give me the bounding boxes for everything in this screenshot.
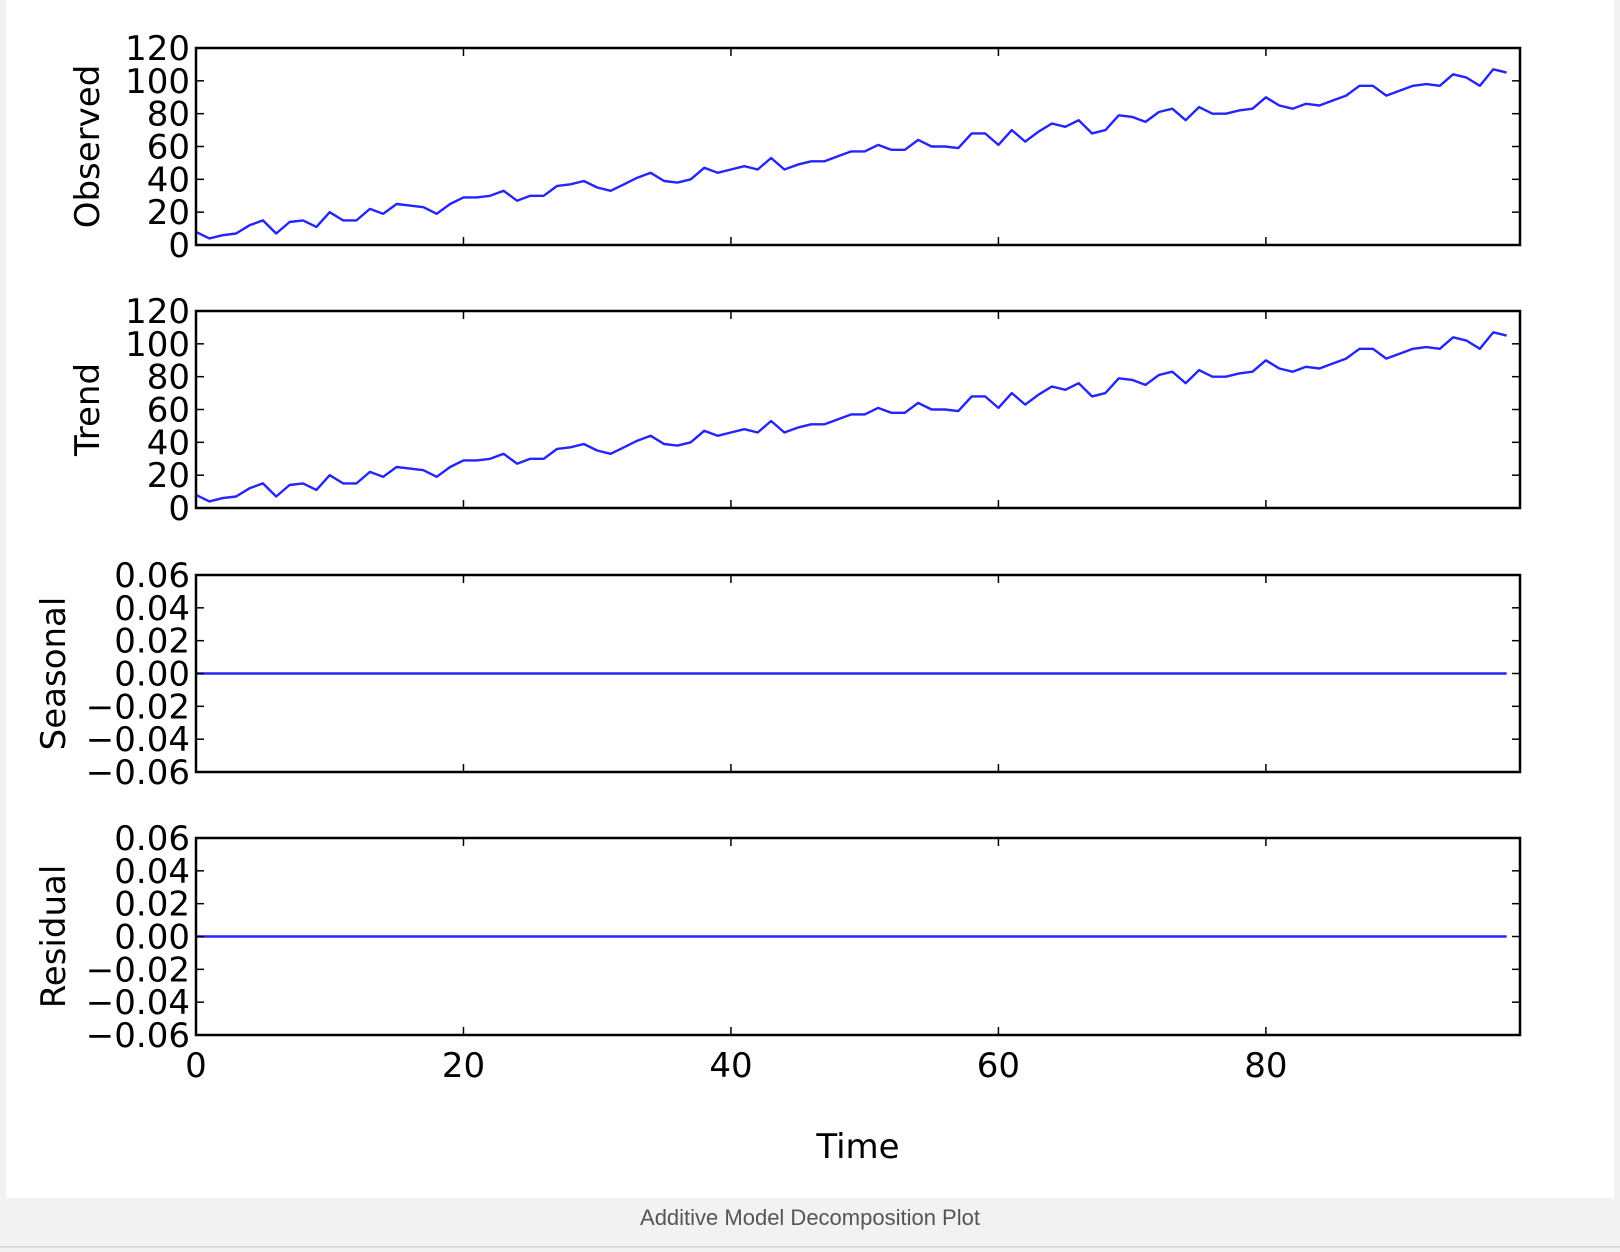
decomposition-figure: 020406080100120Observed020406080100120Tr… xyxy=(34,29,1522,1167)
y-tick-label: 0.04 xyxy=(114,589,190,629)
y-tick-label: −0.04 xyxy=(86,720,190,760)
y-tick-label: 80 xyxy=(147,358,190,398)
seasonal-ylabel: Seasonal xyxy=(34,597,74,751)
y-tick-label: −0.06 xyxy=(86,1016,190,1056)
x-tick-label: 40 xyxy=(709,1046,752,1086)
y-tick-label: 120 xyxy=(125,292,190,332)
y-tick-label: 0.00 xyxy=(114,655,190,695)
x-tick-label: 20 xyxy=(442,1046,485,1086)
observed-series-line xyxy=(195,68,1507,240)
y-tick-label: 0.06 xyxy=(114,819,190,859)
y-tick-label: 0.02 xyxy=(114,622,190,662)
y-tick-label: 100 xyxy=(125,325,190,365)
trend-axes-frame xyxy=(194,309,1522,510)
y-tick-label: 0.00 xyxy=(114,918,190,958)
y-tick-label: 60 xyxy=(147,391,190,431)
residual-ylabel: Residual xyxy=(34,865,74,1009)
x-tick-label: 0 xyxy=(185,1046,207,1086)
x-axis-title: Time xyxy=(815,1127,899,1167)
y-tick-label: 0.04 xyxy=(114,852,190,892)
y-tick-label: 120 xyxy=(125,29,190,69)
observed-ylabel: Observed xyxy=(68,65,108,229)
subplot-residual: −0.06−0.04−0.020.000.020.040.06 0 20 40 60 80… xyxy=(34,819,1522,1086)
y-tick-label: 100 xyxy=(125,62,190,102)
y-tick-label: 40 xyxy=(147,160,190,200)
figure-panel: 0 20 40 60 80 100 120 Observed 0 20 40 60 80 100 120 Tr… xyxy=(6,0,1614,1198)
y-tick-label: −0.04 xyxy=(86,983,190,1023)
subplot-seasonal: −0.06−0.04−0.020.000.020.040.06 Seasonal xyxy=(34,556,1522,793)
divider xyxy=(0,1246,1620,1248)
trend-series-line xyxy=(195,331,1507,503)
y-tick-label: −0.06 xyxy=(86,753,190,793)
y-tick-label: 20 xyxy=(147,456,190,496)
y-tick-label: −0.02 xyxy=(86,687,190,727)
x-tick-label: 60 xyxy=(977,1046,1020,1086)
y-tick-label: 40 xyxy=(147,423,190,463)
y-tick-label: 80 xyxy=(147,95,190,135)
y-tick-label: 60 xyxy=(147,128,190,168)
y-tick-label: 0 xyxy=(168,226,190,266)
y-tick-label: 20 xyxy=(147,193,190,233)
y-tick-label: 0.06 xyxy=(114,556,190,596)
trend-ylabel: Trend xyxy=(68,363,108,457)
y-tick-label: 0.02 xyxy=(114,885,190,925)
figure-caption: Additive Model Decomposition Plot xyxy=(640,1205,980,1230)
y-tick-label: 0 xyxy=(168,489,190,529)
x-tick-label: 80 xyxy=(1244,1046,1287,1086)
observed-axes-frame xyxy=(194,46,1522,247)
y-tick-label: −0.02 xyxy=(86,950,190,990)
